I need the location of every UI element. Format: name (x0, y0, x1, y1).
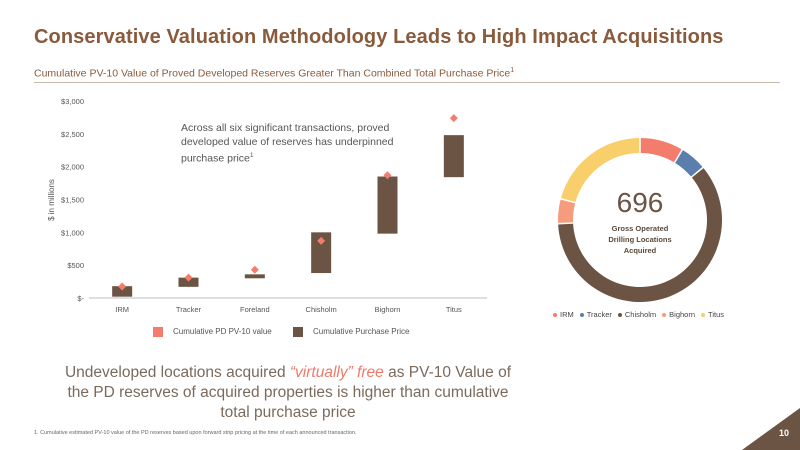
donut-legend-item-chisholm: Chisholm (617, 310, 657, 319)
subtitle-text: Cumulative PV-10 Value of Proved Develop… (34, 67, 511, 80)
pv10-marker-chisholm (317, 236, 326, 245)
x-tick-label: Titus (446, 305, 462, 314)
donut-legend-dot (701, 313, 706, 318)
donut-segment-titus (561, 138, 640, 202)
x-tick-label: Bighorn (375, 305, 401, 314)
x-tick-label: Foreland (240, 305, 270, 314)
donut-legend-label: IRM (560, 310, 574, 319)
footnote: 1. Cumulative estimated PV-10 value of t… (34, 430, 357, 436)
donut-legend-label: Chisholm (624, 310, 657, 319)
donut-center-label-line2: Drilling Locations (608, 235, 671, 244)
subtitle-footnote-ref: 1 (510, 67, 515, 74)
purchase-price-bar-irm (112, 286, 133, 297)
callout-footnote-ref: 1 (249, 152, 254, 159)
bottom-text-post: as PV-10 Value of the PD reserves of acq… (67, 364, 512, 421)
page-number: 10 (779, 428, 790, 438)
bottom-text-pre: Undeveloped locations acquired (64, 364, 290, 381)
donut-legend-item-titus: Titus (701, 310, 724, 319)
pv10-marker-tracker (184, 273, 193, 282)
donut-legend-item-irm: IRM (553, 310, 574, 319)
y-tick-label: $2,000 (61, 163, 84, 172)
donut-segment-irm (640, 138, 682, 163)
chart-callout: Across all six significant transactions,… (181, 121, 416, 166)
donut-center-label-line1: Gross Operated (612, 224, 669, 233)
pv10-marker-irm (118, 282, 127, 291)
donut-segment-bighorn (557, 199, 576, 223)
y-tick-label: $500 (67, 261, 84, 270)
x-tick-label: IRM (115, 305, 129, 314)
y-tick-label: $3,000 (61, 97, 84, 106)
donut-center-value: 696 (617, 187, 664, 218)
donut-legend-item-bighorn: Bighorn (662, 310, 695, 319)
donut-legend-label: Titus (708, 310, 724, 319)
legend-swatch-pv10 (153, 327, 163, 337)
x-tick-label: Chisholm (306, 305, 337, 314)
bar-chart-markers (118, 114, 458, 291)
donut-legend-dot (553, 313, 557, 318)
donut-legend-dot (617, 313, 622, 318)
y-tick-label: $1,500 (61, 196, 84, 205)
callout-text: Across all six significant transactions,… (181, 122, 394, 165)
slide-title: Conservative Valuation Methodology Leads… (34, 26, 724, 48)
corner-triangle (742, 408, 800, 450)
donut-legend: IRM Tracker Chisholm Bighorn Titus (553, 310, 730, 319)
bottom-statement: Undeveloped locations acquired “virtuall… (62, 363, 514, 423)
pv10-marker-bighorn (383, 171, 392, 180)
bar-chart-bars (112, 135, 464, 297)
donut-legend-label: Bighorn (669, 310, 696, 319)
purchase-price-bar-bighorn (377, 176, 398, 234)
purchase-price-bar-foreland (244, 274, 265, 279)
donut-legend-label: Tracker (586, 310, 612, 319)
bar-chart-legend: Cumulative PD PV-10 value (153, 327, 272, 337)
subtitle-divider (34, 82, 780, 83)
slide-subtitle: Cumulative PV-10 Value of Proved Develop… (34, 67, 514, 80)
pv10-marker-titus (449, 114, 458, 123)
x-tick-label: Tracker (176, 305, 202, 314)
bottom-text-highlight: “virtually” free (289, 364, 384, 381)
donut-segment-chisholm (558, 168, 723, 302)
donut-legend-dot (662, 313, 667, 318)
bar-chart-x-labels: IRM Tracker Foreland Chisholm Bighorn Titus (115, 305, 462, 314)
legend-swatch-purchase (293, 327, 303, 337)
legend-label-pv10: Cumulative PD PV-10 value (173, 327, 272, 337)
y-axis-label: $ in millions (47, 179, 56, 221)
purchase-price-bar-chisholm (311, 232, 332, 274)
donut-segment-tracker (675, 150, 703, 177)
y-tick-label: $1,000 (61, 228, 84, 237)
y-tick-label: $- (77, 294, 84, 303)
donut-segments (557, 138, 723, 302)
donut-legend-item-tracker: Tracker (579, 310, 612, 319)
donut-center-label-line3: Acquired (624, 246, 657, 255)
purchase-price-bar-titus (443, 135, 464, 178)
y-tick-label: $2,500 (61, 130, 84, 139)
legend-label-purchase: Cumulative Purchase Price (313, 327, 410, 337)
bar-chart-axes: $- $500 $1,000 $1,500 $2,000 $2,500 $3,000 (61, 97, 487, 303)
donut-legend-dot (579, 313, 584, 318)
bar-chart-legend-2: Cumulative Purchase Price (293, 327, 409, 337)
pv10-marker-foreland (250, 265, 259, 274)
purchase-price-bar-tracker (178, 277, 199, 287)
